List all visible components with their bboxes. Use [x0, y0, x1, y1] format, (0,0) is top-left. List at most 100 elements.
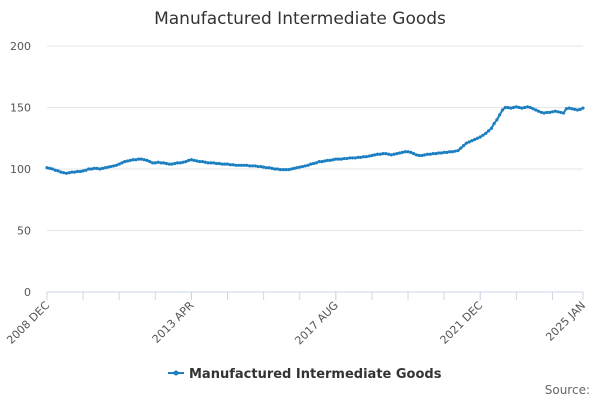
point: [439, 151, 443, 155]
point: [162, 161, 166, 165]
point: [150, 161, 155, 165]
point: [159, 161, 163, 165]
point: [209, 161, 213, 165]
point: [284, 168, 288, 172]
point: [486, 129, 491, 133]
point: [534, 108, 538, 112]
point: [434, 152, 438, 156]
point: [323, 159, 327, 163]
point: [511, 105, 516, 110]
point: [137, 157, 141, 161]
point: [134, 158, 138, 162]
point: [520, 106, 524, 110]
point: [267, 166, 271, 170]
point: [164, 161, 169, 166]
legend-marker: [173, 370, 179, 376]
point: [325, 158, 330, 162]
point: [148, 160, 152, 164]
point: [112, 164, 116, 168]
point: [545, 110, 549, 115]
point: [386, 152, 391, 156]
point: [570, 107, 574, 111]
point: [95, 166, 99, 170]
point: [498, 113, 502, 117]
point: [578, 107, 582, 111]
point: [453, 149, 457, 153]
point: [264, 166, 268, 170]
point: [539, 110, 543, 115]
point: [359, 155, 363, 159]
point: [334, 157, 338, 161]
point: [461, 144, 466, 148]
point: [414, 153, 418, 157]
point: [353, 156, 357, 160]
y-tick-label: 0: [24, 286, 31, 299]
point: [500, 108, 505, 112]
point: [370, 153, 374, 158]
point: [223, 162, 227, 166]
point: [378, 152, 382, 156]
point: [492, 121, 496, 126]
point: [234, 163, 238, 167]
point: [312, 161, 316, 166]
point: [450, 150, 455, 154]
point: [50, 167, 55, 171]
point: [145, 158, 149, 162]
point: [459, 146, 463, 150]
point: [173, 161, 177, 166]
point: [464, 141, 468, 145]
point: [420, 153, 424, 158]
point: [175, 161, 180, 165]
point: [128, 158, 132, 162]
point: [228, 163, 232, 167]
point: [170, 162, 174, 166]
point: [398, 151, 402, 155]
point: [214, 161, 219, 166]
point: [192, 158, 196, 162]
point: [567, 106, 571, 110]
point: [509, 106, 513, 110]
point: [117, 162, 121, 166]
point: [281, 168, 285, 172]
point: [142, 158, 146, 162]
point: [309, 162, 313, 166]
point: [225, 162, 230, 166]
point: [89, 167, 94, 171]
point: [514, 105, 518, 109]
point: [573, 107, 577, 111]
point: [523, 105, 527, 110]
point: [250, 164, 255, 168]
point: [417, 153, 421, 158]
point: [217, 161, 221, 166]
point: [64, 171, 69, 175]
point: [53, 168, 57, 172]
point: [203, 160, 207, 164]
point: [362, 155, 366, 159]
point: [81, 169, 85, 173]
point: [62, 171, 66, 175]
point: [356, 155, 360, 159]
point: [114, 163, 119, 167]
point: [423, 153, 427, 157]
point: [306, 163, 310, 167]
point: [125, 159, 130, 163]
point: [206, 161, 210, 165]
point: [212, 161, 216, 165]
point: [103, 166, 107, 170]
point: [428, 152, 432, 156]
point: [575, 108, 580, 112]
point: [525, 105, 530, 109]
point: [198, 160, 202, 164]
point: [556, 110, 560, 114]
point: [342, 156, 346, 161]
point: [481, 133, 485, 137]
point: [120, 161, 124, 165]
point: [181, 160, 185, 164]
point: [400, 150, 405, 154]
point: [156, 160, 160, 164]
chart-title: Manufactured Intermediate Goods: [154, 9, 446, 29]
point: [195, 159, 199, 163]
point: [167, 162, 171, 166]
point: [153, 161, 157, 165]
x-tick-label: 2025 JAN: [543, 299, 588, 344]
